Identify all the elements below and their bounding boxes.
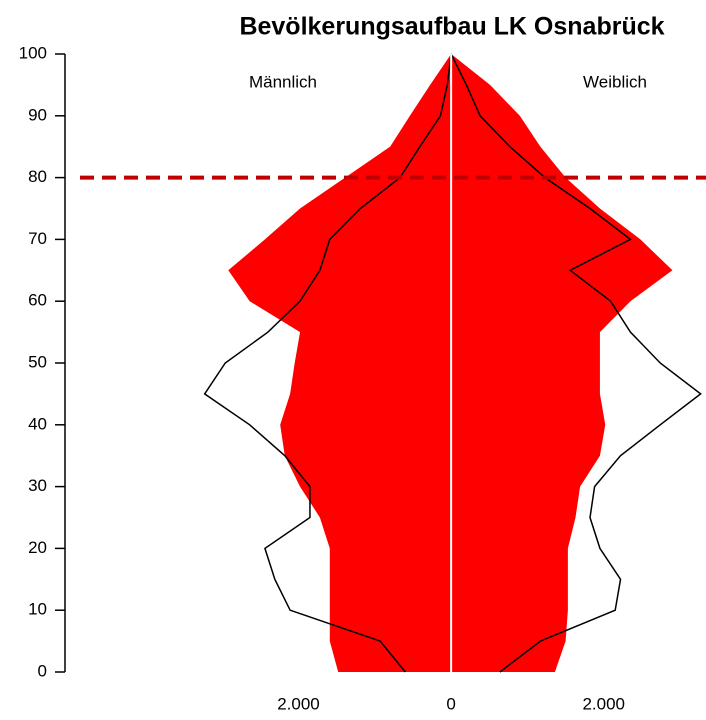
x-tick-label: 2.000 xyxy=(582,694,625,713)
y-tick-label: 80 xyxy=(28,167,47,186)
right-label: Weiblich xyxy=(583,72,647,91)
y-tick-label: 100 xyxy=(19,43,47,62)
y-tick-label: 50 xyxy=(28,352,47,371)
y-tick-label: 90 xyxy=(28,105,47,124)
left-label: Männlich xyxy=(249,72,317,91)
population-area xyxy=(451,54,673,672)
y-tick-label: 40 xyxy=(28,414,47,433)
y-tick-label: 20 xyxy=(28,538,47,557)
y-tick-label: 30 xyxy=(28,476,47,495)
x-tick-label: 2.000 xyxy=(277,694,320,713)
chart-title: Bevölkerungsaufbau LK Osnabrück xyxy=(239,13,664,41)
population-line xyxy=(450,53,702,673)
y-tick-label: 60 xyxy=(28,291,47,310)
y-tick-label: 70 xyxy=(28,229,47,248)
population-line xyxy=(203,53,452,673)
population-area xyxy=(228,54,452,672)
y-tick-label: 10 xyxy=(28,600,47,619)
y-tick-label: 0 xyxy=(38,661,47,680)
x-tick-label: 0 xyxy=(446,694,455,713)
